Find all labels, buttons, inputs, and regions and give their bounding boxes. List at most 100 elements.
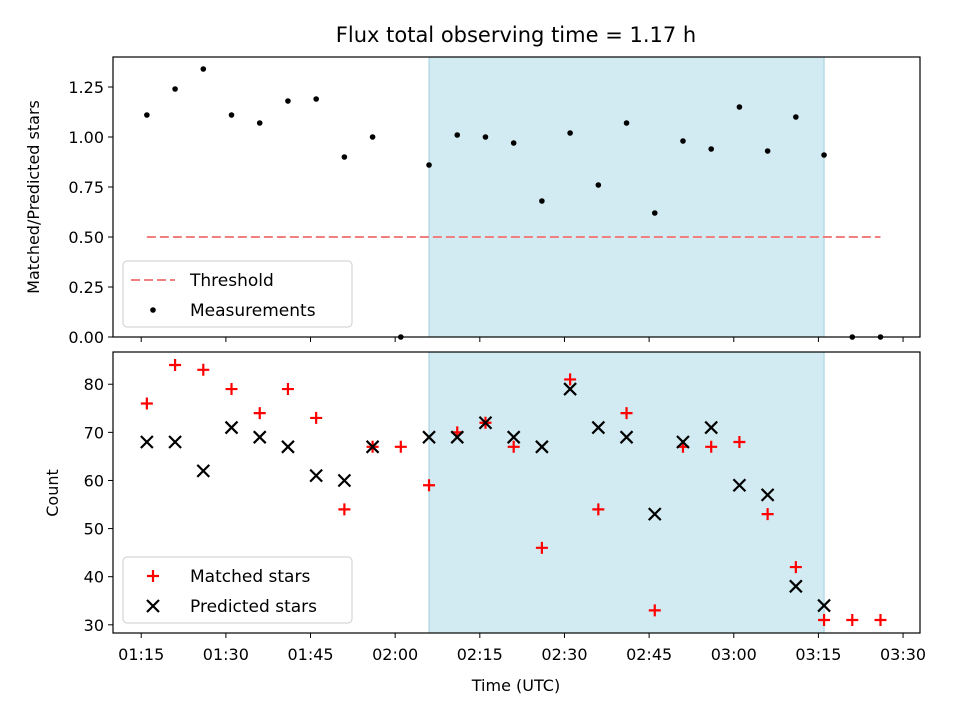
x-tick-label: 03:15 [795,645,841,664]
top-measurement-point [341,154,348,160]
matched-star-point [874,614,887,627]
matched-star-point [705,440,718,453]
top-measurement-point [680,138,686,144]
top-measurement-point [764,148,771,154]
top-y-tick-label: 0.25 [68,278,104,297]
top-measurement-point [821,152,827,158]
top-measurement-point [313,96,319,102]
top-measurement-point [172,86,178,92]
top-legend-entry: Threshold [189,271,274,291]
top-legend-entry: Measurements [190,301,316,321]
bottom-y-tick-label: 30 [84,616,104,635]
top-measurement-point [482,134,489,140]
predicted-star-point [676,435,690,449]
bottom-y-tick-label: 70 [84,423,104,442]
bottom-legend-entry: Predicted stars [190,597,317,617]
top-legend [122,260,353,328]
bottom-legend [122,556,353,624]
bottom-y-axis-label: Count [43,469,62,517]
bottom-y-tick-label: 40 [84,568,104,587]
top-measurement-point [454,132,461,138]
predicted-star-point [450,430,465,444]
predicted-star-point [309,468,323,483]
top-measurement-point [539,198,545,204]
top-y-axis-label: Matched/Predicted stars [24,100,43,294]
predicted-star-point [252,430,267,444]
predicted-star-point [704,420,718,435]
top-y-tick-label: 1.00 [68,128,104,147]
top-measurement-point [736,104,743,110]
bottom-y-tick-label: 50 [84,520,104,539]
top-y-tick-label: 0.75 [68,178,104,197]
matched-star-point [818,614,831,627]
top-measurement-point [426,162,432,168]
top-measurement-point [256,120,263,126]
predicted-star-point [563,382,577,396]
top-measurement-point [285,98,291,104]
top-shaded-region [428,56,825,338]
matched-star-point [338,503,351,516]
top-measurement-point [228,112,235,118]
matched-star-point [225,383,238,396]
predicted-star-point [140,435,154,449]
predicted-star-point [535,440,549,454]
top-axes-frame [112,56,921,338]
matched-star-point [281,383,294,396]
top-measurement-point [623,120,630,126]
bottom-panel: 30 40 50 60 70 80 01:15 01:30 01:45 02:00 02:15 02:… [84,351,926,664]
top-measurement-point [595,182,602,188]
x-tick-label: 01:45 [287,645,333,664]
top-panel: 0.00 0.25 0.50 0.75 1.00 1.25 Threshold Measure… [68,56,921,347]
bottom-y-tick-label: 80 [84,375,104,394]
predicted-star-point [422,430,436,444]
x-tick-label: 03:00 [711,645,757,664]
chart-title: Flux total observing time = 1.17 h [336,23,696,47]
predicted-star-point [478,415,493,430]
x-tick-label: 01:15 [118,645,164,664]
predicted-star-point [196,464,211,478]
matched-star-point [253,407,266,420]
legend-matched-marker [147,570,159,582]
matched-star-point [310,411,323,424]
x-tick-label: 01:30 [203,645,249,664]
matched-star-point [620,407,633,420]
top-measurement-point [708,146,714,152]
predicted-star-point [224,420,239,435]
matched-star-point [197,363,210,376]
predicted-star-point [647,507,662,521]
matched-star-point [507,440,520,453]
matched-star-point [789,561,802,574]
bottom-y-tick-label: 60 [84,471,104,490]
predicted-star-point [337,473,352,488]
predicted-star-point [619,430,634,444]
x-tick-label: 02:30 [541,645,587,664]
bottom-shaded-region [428,351,825,634]
top-y-tick-label: 0.50 [68,228,104,247]
matched-star-point [564,373,577,386]
predicted-star-point [365,440,380,454]
matched-star-point [535,541,548,554]
predicted-star-point [732,478,747,493]
predicted-star-point [591,420,606,435]
matched-star-point [761,508,774,521]
matched-star-point [648,604,661,617]
predicted-star-point [168,435,182,449]
top-measurement-point [567,130,573,136]
x-axis-label: Time (UTC) [471,676,560,695]
legend-predicted-marker [146,599,160,613]
predicted-star-point [789,579,803,594]
top-measurement-point [200,66,207,72]
matched-star-point [394,440,407,453]
predicted-star-point [281,440,295,454]
bottom-legend-entry: Matched stars [190,567,310,587]
matched-star-point [169,358,182,371]
matched-star-point [846,614,859,627]
matched-star-point [140,397,153,410]
x-tick-label: 02:15 [457,645,503,664]
predicted-star-point [506,430,521,444]
predicted-star-point [817,598,831,613]
x-tick-label: 03:30 [880,645,926,664]
x-tick-label: 02:45 [626,645,672,664]
top-measurement-point [144,112,150,118]
bottom-axes-frame [112,351,921,634]
